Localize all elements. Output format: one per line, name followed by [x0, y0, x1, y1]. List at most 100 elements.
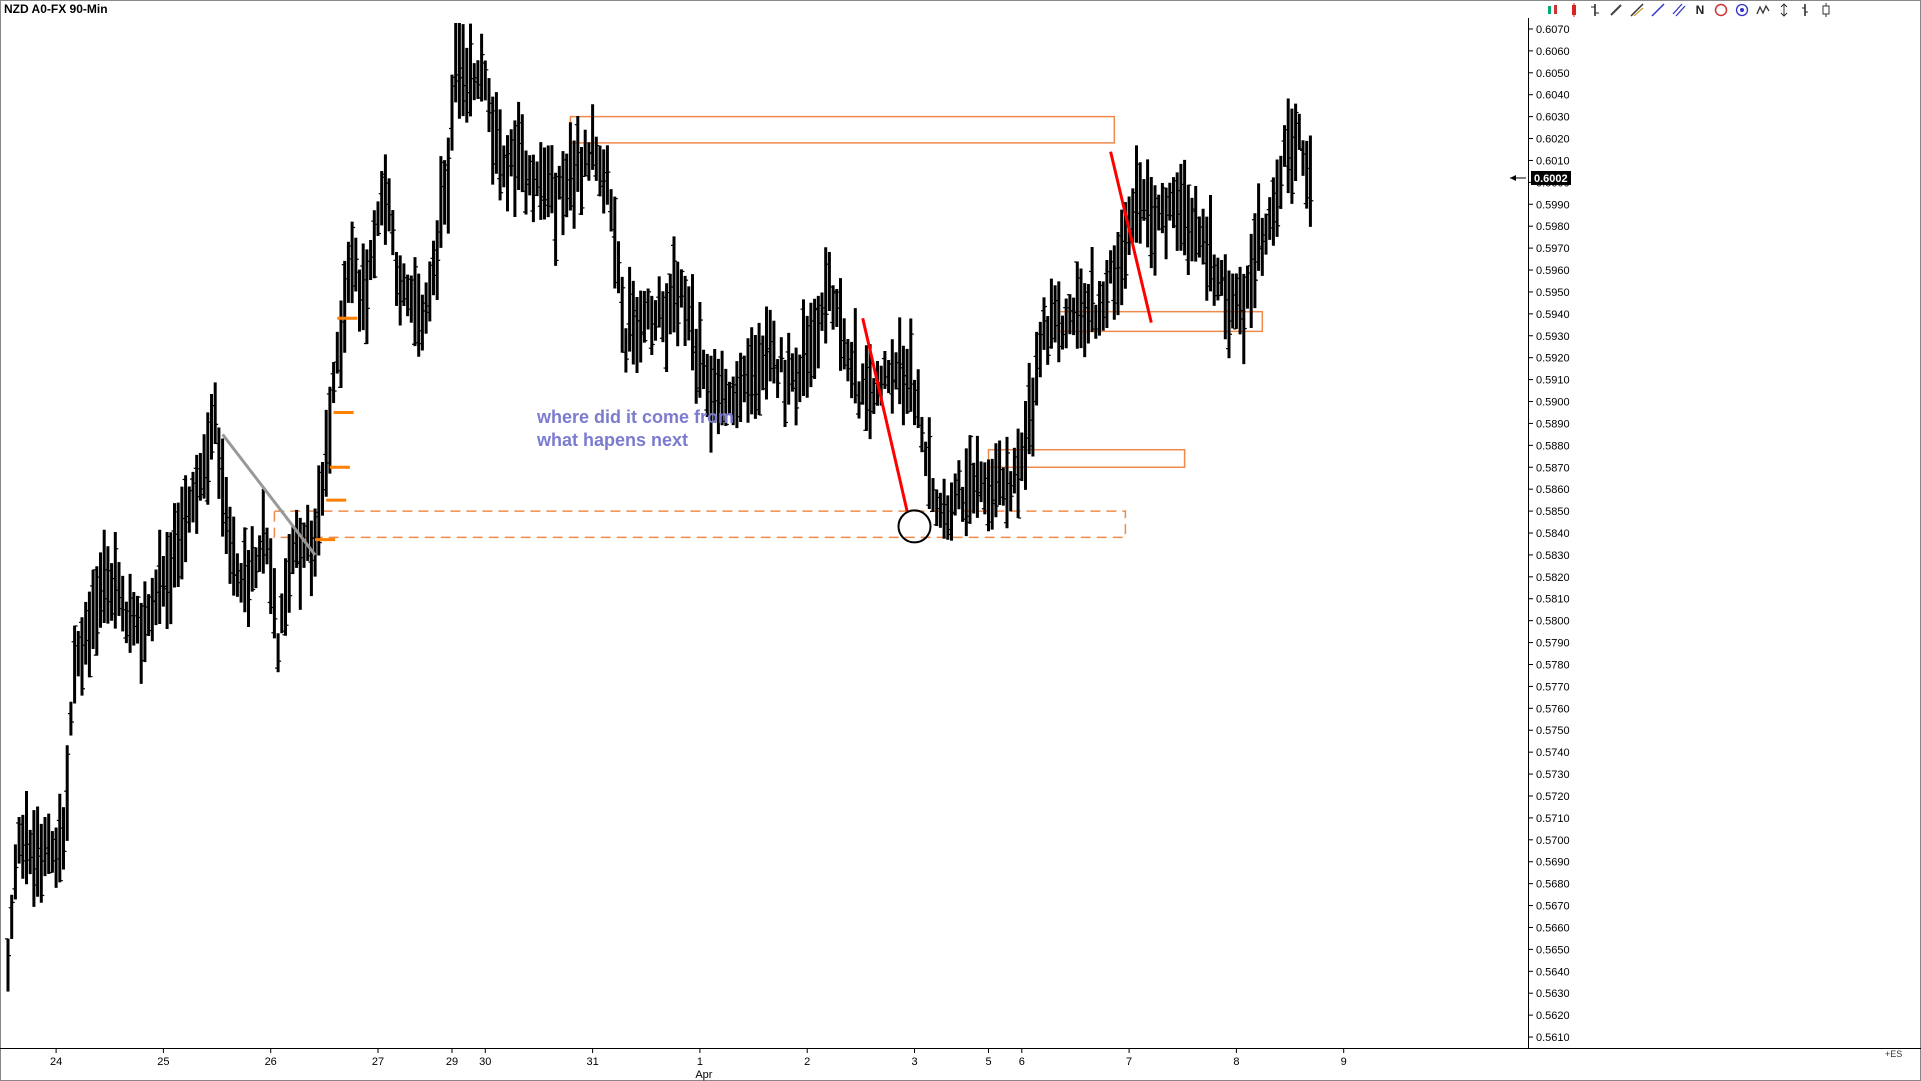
price-bar — [634, 296, 640, 374]
parallel-lines-icon[interactable] — [1671, 2, 1687, 18]
price-bar — [275, 633, 282, 673]
price-bar — [985, 459, 992, 532]
price-bar — [1174, 172, 1181, 251]
price-bar — [312, 508, 319, 577]
price-bar — [696, 301, 703, 398]
x-tick-label: 31 — [586, 1056, 598, 1068]
last-price-label: 0.6002 — [1534, 173, 1568, 185]
line-icon[interactable] — [1587, 2, 1603, 18]
price-bar — [445, 137, 452, 234]
price-bar — [289, 526, 296, 575]
price-bar — [463, 47, 470, 123]
drawing-toolbar: N — [1545, 1, 1834, 19]
price-bar — [756, 322, 763, 416]
pencil-icon[interactable] — [1608, 2, 1624, 18]
price-bar — [926, 417, 933, 510]
price-bar — [378, 171, 385, 226]
price-bar — [574, 116, 581, 192]
price-bar — [434, 220, 441, 301]
price-bar — [375, 201, 381, 236]
price-bar — [922, 441, 929, 477]
diagonal-icon[interactable] — [1650, 2, 1666, 18]
price-bar — [56, 793, 63, 883]
price-bar — [241, 527, 248, 613]
price-bar — [767, 309, 774, 382]
bar-color-icon[interactable] — [1566, 2, 1582, 18]
price-bar — [541, 147, 548, 220]
price-bar — [127, 573, 134, 653]
price-bar — [511, 120, 518, 217]
price-bar — [733, 361, 740, 429]
price-bar — [648, 295, 655, 356]
price-bar — [460, 24, 467, 117]
circle-tool-icon[interactable] — [1713, 2, 1729, 18]
price-bar — [1222, 254, 1229, 340]
price-bar — [93, 566, 100, 656]
bar-style-icon[interactable] — [1797, 2, 1813, 18]
price-bar — [770, 320, 777, 384]
price-bar — [955, 460, 962, 510]
price-bar — [323, 409, 330, 497]
last-price-box — [1531, 170, 1571, 185]
price-bar — [1177, 163, 1184, 251]
y-tick-label: 0.5990 — [1536, 199, 1570, 211]
price-bar — [293, 509, 300, 568]
price-bar — [1166, 182, 1173, 221]
price-bar — [1037, 321, 1044, 378]
n-tool-icon[interactable]: N — [1695, 3, 1705, 17]
price-bar — [863, 345, 870, 431]
y-tick-label: 0.5700 — [1536, 835, 1570, 847]
price-bar — [400, 263, 407, 306]
price-bar — [859, 363, 866, 405]
price-bar — [556, 165, 563, 200]
y-tick-label: 0.5960 — [1536, 265, 1570, 277]
candle-icon[interactable] — [1818, 2, 1834, 18]
price-bar — [611, 196, 618, 289]
price-bar — [108, 563, 115, 621]
pitchfork-icon[interactable] — [1629, 2, 1645, 18]
target-icon[interactable] — [1734, 2, 1750, 18]
price-bar — [807, 302, 814, 388]
price-bar — [652, 300, 659, 341]
price-bar — [389, 210, 396, 256]
price-bar — [493, 92, 500, 174]
y-tick-label: 0.5820 — [1536, 572, 1570, 584]
price-bar — [104, 546, 111, 624]
price-bar — [1159, 182, 1166, 234]
price-bar — [1244, 265, 1251, 309]
price-bar — [156, 529, 163, 624]
zone-mid — [987, 448, 1186, 469]
chart-title: NZD A0-FX 90-Min — [4, 2, 108, 16]
candles-icon[interactable] — [1545, 2, 1561, 18]
price-bar — [896, 317, 903, 405]
bar-layer — [5, 23, 1314, 992]
price-bar — [585, 142, 592, 181]
y-tick-label: 0.5660 — [1536, 922, 1570, 934]
price-bar — [1011, 447, 1018, 494]
price-bar — [467, 23, 474, 117]
price-bar — [589, 104, 596, 170]
y-tick-label: 0.5640 — [1536, 966, 1570, 978]
price-bar — [349, 221, 356, 304]
price-bar — [659, 291, 666, 343]
y-tick-label: 0.5650 — [1536, 944, 1570, 956]
price-bar — [1085, 283, 1092, 344]
price-bar — [1181, 159, 1188, 256]
y-tick-label: 0.6030 — [1536, 112, 1570, 124]
price-bar — [1148, 176, 1155, 269]
wave-icon[interactable] — [1755, 2, 1771, 18]
x-tick-label: 30 — [479, 1056, 491, 1068]
price-bar — [212, 382, 219, 445]
y-tick-label: 0.5680 — [1536, 879, 1570, 891]
price-bar — [367, 239, 374, 281]
price-bar — [1144, 159, 1151, 248]
price-bar — [1026, 362, 1033, 455]
price-bar — [1163, 187, 1170, 260]
price-bar — [71, 625, 78, 704]
arrow-up-down-icon[interactable] — [1776, 2, 1792, 18]
x-tick-label: 8 — [1233, 1056, 1239, 1068]
y-tick-label: 0.5890 — [1536, 418, 1570, 430]
y-tick-label: 0.5730 — [1536, 769, 1570, 781]
price-bar — [338, 300, 344, 388]
